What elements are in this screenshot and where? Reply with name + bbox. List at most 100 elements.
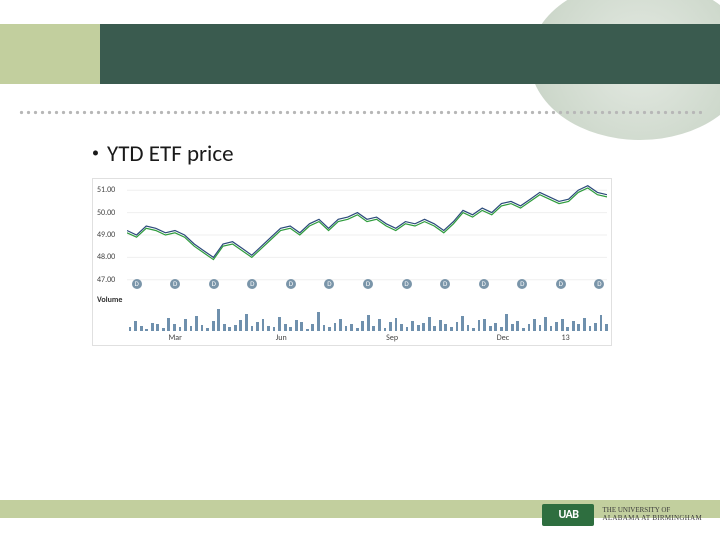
dividend-marker-icon: D — [440, 279, 450, 289]
volume-bar — [528, 324, 531, 331]
volume-bar — [478, 320, 481, 331]
volume-bar — [206, 328, 209, 331]
volume-bar — [145, 329, 148, 331]
volume-bar — [190, 326, 193, 331]
volume-bar — [195, 316, 198, 331]
dividend-marker-icon: D — [556, 279, 566, 289]
volume-bar — [400, 324, 403, 331]
volume-bar — [295, 320, 298, 331]
price-chart: DDDDDDDDDDDDD Volume 47.0048.0049.0050.0… — [92, 178, 612, 346]
y-tick-label: 51.00 — [97, 185, 115, 195]
volume-bar — [267, 326, 270, 331]
dividend-marker-icon: D — [324, 279, 334, 289]
volume-bar — [378, 319, 381, 331]
uab-logo: UAB — [542, 504, 594, 526]
volume-bar — [284, 324, 287, 331]
bullet-item: • YTD ETF price — [92, 140, 234, 168]
volume-bar — [467, 325, 470, 331]
volume-bar — [350, 324, 353, 331]
volume-bar — [505, 314, 508, 331]
volume-bar — [212, 321, 215, 331]
volume-bar — [395, 318, 398, 331]
volume-plot-area — [127, 307, 607, 331]
volume-bar — [179, 327, 182, 331]
volume-bar — [129, 327, 132, 331]
volume-bar — [522, 328, 525, 331]
volume-bar — [273, 327, 276, 331]
volume-bar — [156, 324, 159, 331]
volume-bar — [317, 312, 320, 331]
volume-bar — [384, 328, 387, 331]
volume-bar — [361, 321, 364, 331]
dividend-marker-icon: D — [209, 279, 219, 289]
price-plot-area — [127, 179, 607, 291]
volume-bar — [306, 329, 309, 331]
volume-bar — [539, 325, 542, 331]
volume-bar — [239, 320, 242, 331]
header-band — [0, 24, 720, 84]
x-tick-label: 13 — [562, 333, 570, 343]
volume-bar — [583, 318, 586, 331]
volume-bar — [483, 319, 486, 331]
bullet-dot-icon: • — [92, 146, 99, 160]
volume-bar — [162, 328, 165, 331]
volume-bar — [600, 315, 603, 331]
volume-bar — [278, 317, 281, 331]
volume-bar — [256, 322, 259, 331]
volume-bar — [511, 324, 514, 331]
y-tick-label: 49.00 — [97, 230, 115, 240]
x-tick-label: Dec — [497, 333, 509, 343]
volume-bar — [428, 317, 431, 331]
volume-bar — [367, 315, 370, 331]
volume-bar — [323, 325, 326, 331]
volume-bar — [589, 326, 592, 331]
series-price-green — [127, 188, 607, 260]
volume-bar — [245, 314, 248, 331]
volume-bar — [223, 324, 226, 331]
volume-bar — [262, 319, 265, 331]
uab-logo-text: UAB — [558, 508, 578, 522]
x-tick-label: Mar — [168, 333, 181, 343]
volume-bar — [494, 323, 497, 331]
volume-bar — [577, 324, 580, 331]
volume-bar — [516, 321, 519, 331]
y-tick-label: 48.00 — [97, 252, 115, 262]
volume-bar — [173, 324, 176, 331]
volume-bar — [439, 320, 442, 331]
volume-bar — [217, 309, 220, 331]
volume-bar — [328, 327, 331, 331]
dividend-marker-icon: D — [517, 279, 527, 289]
volume-bar — [461, 316, 464, 331]
volume-bar — [456, 322, 459, 331]
volume-bar — [550, 326, 553, 331]
dividend-marker-icon: D — [479, 279, 489, 289]
volume-bar — [289, 327, 292, 331]
x-tick-label: Sep — [386, 333, 398, 343]
volume-bar — [334, 323, 337, 331]
volume-bar — [533, 319, 536, 331]
dividend-marker-icon: D — [402, 279, 412, 289]
volume-bar — [184, 319, 187, 331]
dividend-marker-icon: D — [286, 279, 296, 289]
volume-bar — [472, 328, 475, 331]
volume-label: Volume — [97, 295, 122, 305]
volume-bar — [489, 326, 492, 331]
volume-bar — [433, 326, 436, 331]
bullet-text: YTD ETF price — [107, 140, 234, 168]
footer-logo-block: UAB THE UNIVERSITY OF ALABAMA AT BIRMING… — [542, 504, 702, 526]
dividend-marker-icon: D — [594, 279, 604, 289]
uab-line2: ALABAMA AT BIRMINGHAM — [602, 515, 702, 523]
dividend-marker-icon: D — [170, 279, 180, 289]
volume-bar — [605, 324, 608, 331]
volume-bar — [417, 325, 420, 331]
y-tick-label: 47.00 — [97, 275, 115, 285]
volume-bar — [566, 327, 569, 331]
volume-bar — [251, 326, 254, 331]
volume-bar — [500, 327, 503, 331]
volume-bar — [561, 319, 564, 331]
volume-bar — [389, 322, 392, 331]
volume-bar — [345, 326, 348, 331]
volume-bar — [372, 326, 375, 331]
dividend-marker-icon: D — [132, 279, 142, 289]
volume-bar — [444, 324, 447, 331]
